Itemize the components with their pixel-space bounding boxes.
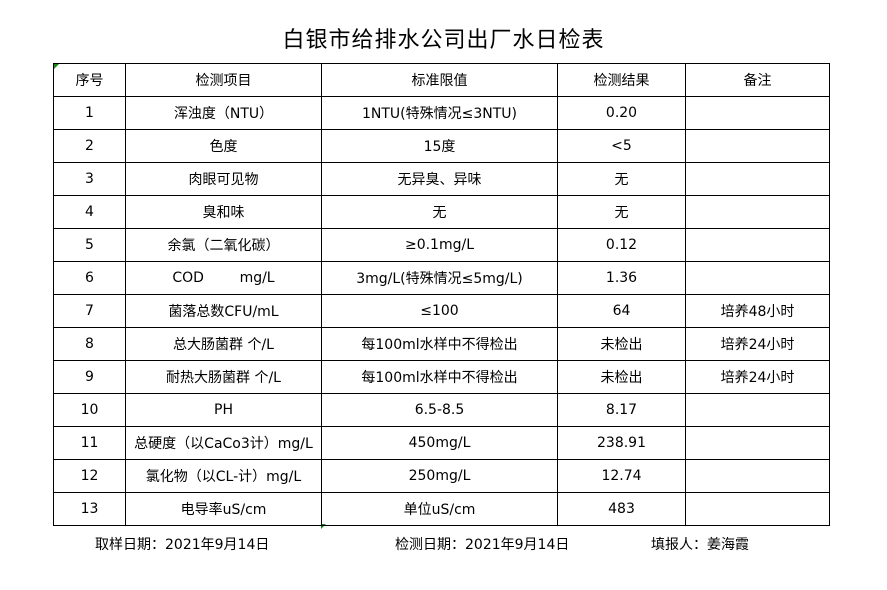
test-result-cell: 未检出 [557,360,686,394]
remark-cell [685,426,830,460]
cell-marker [321,524,326,529]
page-title: 白银市给排水公司出厂水日检表 [282,28,605,53]
table-row: 8 总大肠菌群 个/L 每100ml水样中不得检出 未检出 培养24小时 [53,327,830,361]
item-name-cell: 余氯（二氧化碳） [125,228,322,262]
row-number-cell: 13 [53,492,126,526]
remark-cell: 培养24小时 [685,360,830,394]
table-row: 5 余氯（二氧化碳） ≥0.1mg/L 0.12 [53,228,830,262]
item-name-cell: 耐热大肠菌群 个/L [125,360,322,394]
table-row: 1 浑浊度（NTU） 1NTU(特殊情况≤3NTU) 0.20 [53,96,830,130]
remark-cell [685,261,830,295]
row-number-cell: 2 [53,129,126,163]
table-row: 12 氯化物（以CL-计）mg/L 250mg/L 12.74 [53,459,830,493]
item-name-cell: 肉眼可见物 [125,162,322,196]
standard-limit-cell: ≤100 [321,294,558,328]
header-cell: 检测项目 [125,63,322,97]
test-result-cell: 1.36 [557,261,686,295]
table-row: 4 臭和味无无 [53,195,830,229]
table-row: 10 PH 6.5-8.5 8.17 [53,393,830,427]
sampling-date: 取样日期：2021年9月14日 [95,537,270,553]
remark-cell [685,393,830,427]
item-name-cell: 电导率uS/cm [125,492,322,526]
test-result-cell: 无 [557,162,686,196]
remark-cell [685,492,830,526]
header-cell: 标准限值 [321,63,558,97]
item-name-cell: 浑浊度（NTU） [125,96,322,130]
standard-limit-cell: 单位uS/cm [321,492,558,526]
inspection-table: 序号 检测项目 标准限值 检测结果 备注 1 浑浊度（NTU） 1NTU(特殊情况≤… [53,63,830,526]
row-number-cell: 11 [53,426,126,460]
standard-limit-cell: 每100ml水样中不得检出 [321,360,558,394]
remark-cell [685,162,830,196]
table-header-row: 序号 检测项目 标准限值 检测结果 备注 [53,63,830,97]
remark-cell [685,96,830,130]
item-name-cell: PH [125,393,322,427]
table-row: 2 色度 15度 <5 [53,129,830,163]
item-name-cell: 总大肠菌群 个/L [125,327,322,361]
remark-cell [685,459,830,493]
header-cell: 检测结果 [557,63,686,97]
reporter: 填报人：姜海霞 [651,537,749,553]
remark-cell [685,228,830,262]
item-name-cell: 氯化物（以CL-计）mg/L [125,459,322,493]
standard-limit-cell: 3mg/L(特殊情况≤5mg/L) [321,261,558,295]
remark-cell: 培养48小时 [685,294,830,328]
standard-limit-cell: ≥0.1mg/L [321,228,558,262]
row-number-cell: 3 [53,162,126,196]
table-row: 6 COD mg/L 3mg/L(特殊情况≤5mg/L) 1.36 [53,261,830,295]
remark-cell [685,195,830,229]
row-number-cell: 10 [53,393,126,427]
item-name-cell: 菌落总数CFU/mL [125,294,322,328]
table-row: 13 电导率uS/cm 单位uS/cm 483 [53,492,830,526]
test-result-cell: 无 [557,195,686,229]
test-result-cell: 0.20 [557,96,686,130]
row-number-cell: 12 [53,459,126,493]
test-date: 检测日期：2021年9月14日 [395,537,570,553]
table-row: 9 耐热大肠菌群 个/L 每100ml水样中不得检出 未检出 培养24小时 [53,360,830,394]
standard-limit-cell: 450mg/L [321,426,558,460]
test-result-cell: 238.91 [557,426,686,460]
table-row: 11 总硬度（以CaCo3计）mg/L 450mg/L 238.91 [53,426,830,460]
test-result-cell: 8.17 [557,393,686,427]
row-number-cell: 5 [53,228,126,262]
test-result-cell: <5 [557,129,686,163]
remark-cell: 培养24小时 [685,327,830,361]
test-result-cell: 483 [557,492,686,526]
standard-limit-cell: 250mg/L [321,459,558,493]
standard-limit-cell: 每100ml水样中不得检出 [321,327,558,361]
row-number-cell: 8 [53,327,126,361]
standard-limit-cell: 1NTU(特殊情况≤3NTU) [321,96,558,130]
test-result-cell: 12.74 [557,459,686,493]
header-cell: 序号 [53,63,126,97]
table-row: 3 肉眼可见物 无异臭、异味无 [53,162,830,196]
standard-limit-cell: 无异臭、异味 [321,162,558,196]
table-row: 7 菌落总数CFU/mL ≤100 64 培养48小时 [53,294,830,328]
remark-cell [685,129,830,163]
row-number-cell: 6 [53,261,126,295]
test-result-cell: 64 [557,294,686,328]
row-number-cell: 1 [53,96,126,130]
header-cell: 备注 [685,63,830,97]
standard-limit-cell: 15度 [321,129,558,163]
row-number-cell: 9 [53,360,126,394]
standard-limit-cell: 6.5-8.5 [321,393,558,427]
item-name-cell: COD mg/L [125,261,322,295]
standard-limit-cell: 无 [321,195,558,229]
row-number-cell: 7 [53,294,126,328]
row-number-cell: 4 [53,195,126,229]
item-name-cell: 色度 [125,129,322,163]
test-result-cell: 0.12 [557,228,686,262]
item-name-cell: 臭和味 [125,195,322,229]
item-name-cell: 总硬度（以CaCo3计）mg/L [125,426,322,460]
test-result-cell: 未检出 [557,327,686,361]
